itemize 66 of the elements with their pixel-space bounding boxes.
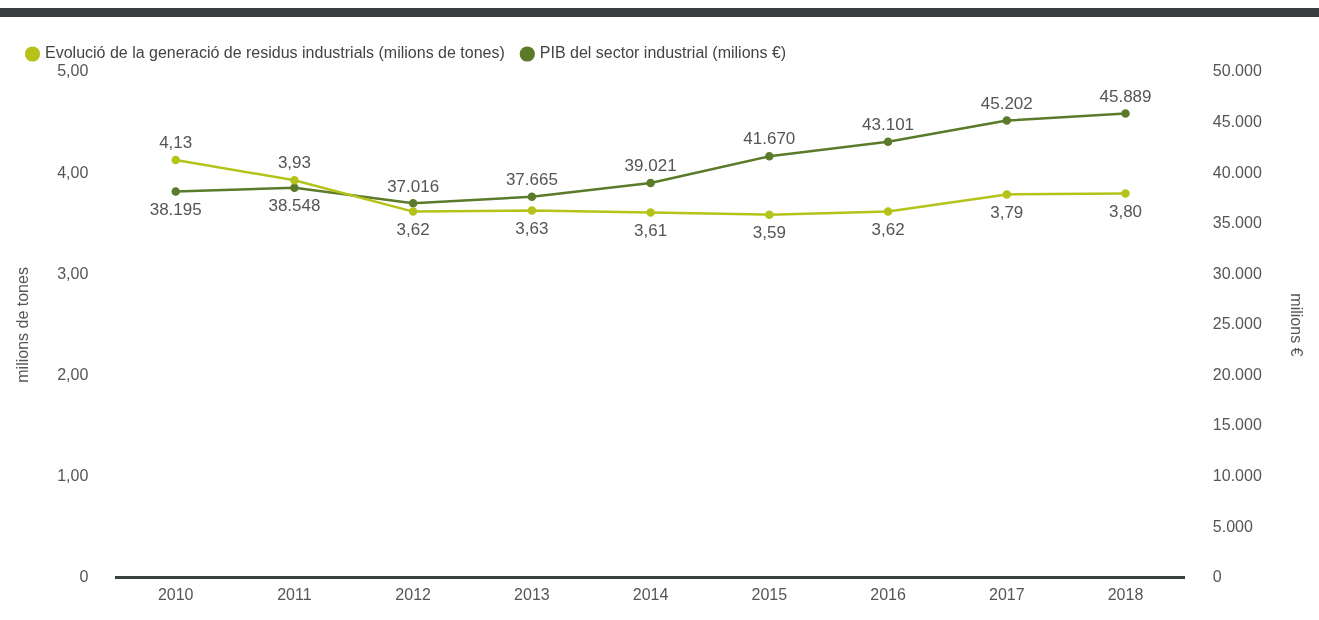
y-tick-label: 3,00 [57,264,89,282]
y2-tick-label: 30.000 [1212,264,1262,282]
y-tick-label: 5,00 [57,62,89,80]
point [883,137,893,147]
point [171,155,180,165]
data-label: 45.202 [980,93,1033,113]
y2-tick-label: 35.000 [1212,214,1262,232]
x-tick-label: 2015 [751,585,788,603]
point [290,175,299,185]
y-tick-label: 1,00 [57,467,89,485]
point [1002,190,1012,199]
y-tick-label: 0 [79,568,89,586]
data-label: 37.016 [387,176,440,196]
point [1002,116,1012,125]
y2-tick-label: 45.000 [1212,112,1262,130]
data-label: 3,80 [1108,201,1143,221]
data-label: 3,59 [752,222,786,242]
data-label: 45.889 [1099,86,1152,106]
point [883,207,893,216]
x-tick-label: 2016 [870,585,906,603]
point [646,208,655,217]
data-label: 3,63 [515,218,549,238]
data-label: 3,62 [396,219,430,239]
data-label: 3,61 [634,220,668,240]
x-tick-label: 2010 [157,585,194,603]
x-tick-label: 2017 [988,585,1025,603]
data-label: 3,79 [990,202,1024,222]
legend-label: PIB del sector industrial (milions €) [539,44,787,62]
point [171,187,180,196]
y2-tick-label: 15.000 [1212,416,1262,434]
data-label: 3,62 [871,219,905,239]
x-tick-label: 2011 [277,585,312,603]
legend-label: Evolució de la generació de residus industrials (milions de tones) [45,44,505,62]
y2-tick-label: 50.000 [1212,62,1262,80]
data-label: 38.548 [268,196,321,216]
point [290,183,299,193]
point [527,192,537,202]
y-tick-label: 4,00 [57,163,89,181]
x-tick-label: 2013 [514,585,550,603]
point [1121,109,1130,118]
point [765,210,774,219]
y-tick-label: 2,00 [57,365,89,383]
data-label: 3,93 [277,153,311,173]
y2-tick-label: 40.000 [1212,163,1262,181]
data-label: 39.021 [624,156,677,176]
x-tick-label: 2012 [395,585,432,603]
point [527,206,537,215]
point [1121,189,1130,198]
y2-tick-label: 5.000 [1212,517,1253,535]
point [408,199,418,208]
data-label: 37.665 [505,169,558,189]
y-axis-title: milions de tones [14,267,32,383]
data-label: 43.101 [862,114,915,134]
y2-tick-label: 0 [1212,568,1222,586]
data-label: 41.670 [743,129,796,149]
y2-tick-label: 25.000 [1212,315,1262,333]
x-tick-label: 2018 [1107,585,1144,603]
data-label: 38.195 [149,199,202,219]
point [646,178,655,188]
point [408,207,418,216]
y2-tick-label: 10.000 [1212,467,1262,485]
data-label: 4,13 [159,133,193,153]
y2-tick-label: 20.000 [1212,365,1262,383]
y2-axis-title: milions € [1287,293,1305,357]
point [765,152,774,161]
x-tick-label: 2014 [632,585,669,603]
